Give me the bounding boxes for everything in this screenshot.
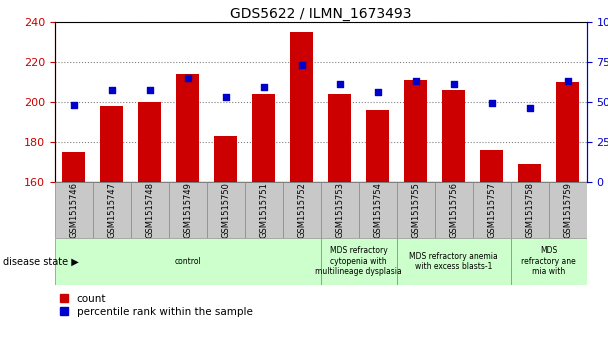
Text: GSM1515753: GSM1515753 [335,182,344,238]
Bar [168,182,207,238]
Bar [207,182,244,238]
Bar [55,238,321,285]
Text: MDS refractory
cytopenia with
multilineage dysplasia: MDS refractory cytopenia with multilinea… [316,246,402,276]
Point [145,87,154,93]
Text: GSM1515746: GSM1515746 [69,182,78,238]
Point [69,102,78,108]
Bar [131,182,168,238]
Bar [518,163,541,182]
Text: GSM1515748: GSM1515748 [145,182,154,238]
Bar [480,150,503,182]
Point [563,78,573,84]
Bar [435,182,473,238]
Text: GSM1515747: GSM1515747 [107,182,116,238]
Text: control: control [174,257,201,266]
Text: GSM1515756: GSM1515756 [449,182,458,238]
Bar [100,106,123,182]
Bar [359,182,396,238]
Bar [404,79,427,182]
Title: GDS5622 / ILMN_1673493: GDS5622 / ILMN_1673493 [230,7,412,21]
Bar [396,238,511,285]
Bar [473,182,511,238]
Bar [138,102,161,182]
Legend: count, percentile rank within the sample: count, percentile rank within the sample [60,294,252,317]
Bar [244,182,283,238]
Bar [511,238,587,285]
Bar [366,110,389,182]
Bar [442,90,465,182]
Bar [321,182,359,238]
Point [183,75,193,81]
Point [297,62,306,68]
Bar [92,182,131,238]
Bar [511,182,548,238]
Bar [556,82,579,182]
Bar [321,238,396,285]
Bar [291,32,313,182]
Text: GSM1515757: GSM1515757 [487,182,496,238]
Bar [214,135,237,182]
Bar [62,152,85,182]
Bar [548,182,587,238]
Text: GSM1515750: GSM1515750 [221,182,230,237]
Bar [176,74,199,182]
Point [335,81,345,87]
Point [221,94,230,100]
Point [259,84,269,90]
Bar [252,94,275,182]
Text: MDS refractory anemia
with excess blasts-1: MDS refractory anemia with excess blasts… [409,252,498,271]
Bar [283,182,321,238]
Text: MDS
refractory ane
mia with: MDS refractory ane mia with [521,246,576,276]
Text: GSM1515749: GSM1515749 [183,182,192,237]
Point [449,81,458,87]
Point [525,105,534,111]
Bar [396,182,435,238]
Point [487,100,497,106]
Text: GSM1515758: GSM1515758 [525,182,534,238]
Text: GSM1515751: GSM1515751 [259,182,268,237]
Text: GSM1515759: GSM1515759 [563,182,572,237]
Text: GSM1515754: GSM1515754 [373,182,382,237]
Bar [328,94,351,182]
Bar [55,182,92,238]
Text: GSM1515755: GSM1515755 [411,182,420,237]
Text: disease state ▶: disease state ▶ [3,256,79,266]
Point [107,87,117,93]
Text: GSM1515752: GSM1515752 [297,182,306,237]
Point [373,89,382,95]
Point [411,78,421,84]
